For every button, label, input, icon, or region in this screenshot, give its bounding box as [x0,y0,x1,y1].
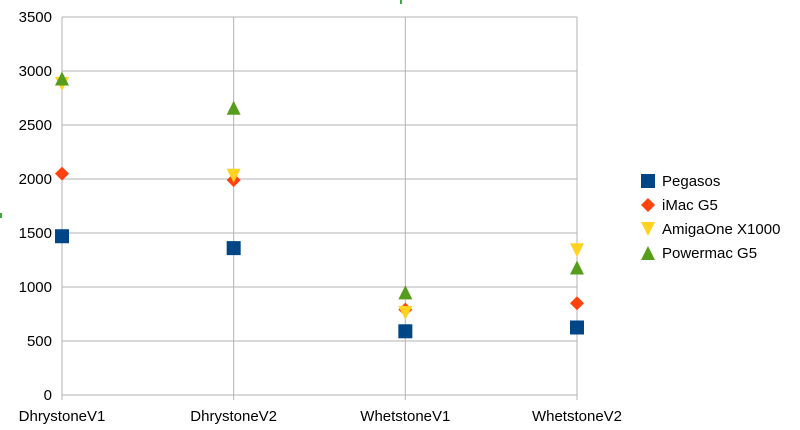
series-3 [55,71,584,300]
legend-item: iMac G5 [641,197,718,214]
x-tick-label: DhrystoneV2 [190,408,277,425]
legend-marker [641,246,655,260]
data-point [226,241,241,256]
y-tick-label: 3000 [19,63,52,80]
data-point [226,100,241,115]
legend-label: Powermac G5 [662,245,757,262]
legend-label: Pegasos [662,173,720,190]
x-tick-label: WhetstoneV2 [532,408,622,425]
edge-mark-left [0,213,2,218]
legend-item: AmigaOne X1000 [641,221,780,238]
legend-marker [641,198,655,212]
data-point [570,243,584,258]
data-point [398,305,413,320]
x-axis-tick-labels: DhrystoneV1 DhrystoneV2 WhetstoneV1 Whetsto… [19,408,622,425]
data-point [398,285,413,300]
y-axis-tick-labels: 0 500 1000 1500 2000 2500 3000 3500 [19,9,52,404]
series-2 [55,76,584,320]
legend-item: Pegasos [641,173,720,190]
legend-marker [641,222,655,236]
y-tick-label: 2000 [19,171,52,188]
data-point [398,324,413,339]
legend-label: iMac G5 [662,197,718,214]
y-tick-label: 0 [44,387,52,404]
x-tick-label: DhrystoneV1 [19,408,106,425]
y-tick-label: 2500 [19,117,52,134]
series-0 [55,229,584,339]
y-tick-label: 500 [27,333,52,350]
x-tick-label: WhetstoneV1 [360,408,450,425]
data-point [55,229,69,244]
legend-marker [641,174,655,188]
y-tick-label: 3500 [19,9,52,26]
data-point [226,168,241,183]
legend: Pegasos iMac G5 AmigaOne X1000 Powermac G5 [641,173,780,262]
series-1 [55,166,584,317]
data-point [55,166,69,181]
gridlines [61,16,578,400]
y-tick-label: 1000 [19,279,52,296]
data-point [55,71,69,86]
legend-item: Powermac G5 [641,245,757,262]
legend-label: AmigaOne X1000 [662,221,780,238]
edge-mark-top [400,0,402,4]
y-tick-label: 1500 [19,225,52,242]
data-points [55,71,584,339]
data-point [570,260,584,275]
data-point [570,296,584,311]
data-point [570,320,584,335]
